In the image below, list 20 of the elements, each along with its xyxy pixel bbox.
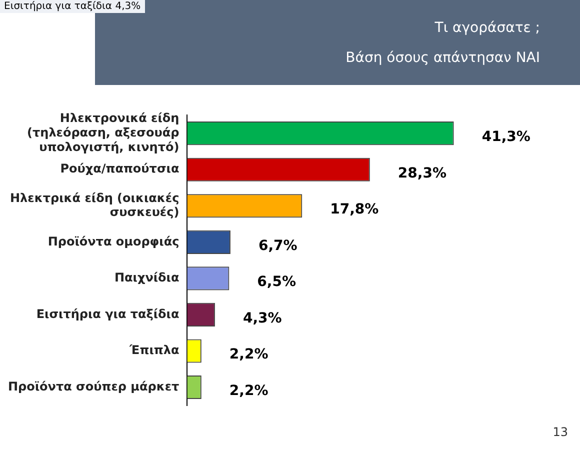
data-label: 6,5% <box>257 274 296 290</box>
data-label: 2,2% <box>229 346 268 363</box>
y-tick-label: Ηλεκτρονικά είδη (τηλεόραση, αξεσουάρ υπολογιστή, κινητό) <box>27 111 180 154</box>
text: Εισιτήρια για ταξίδια 4,3% <box>0 0 145 13</box>
chart-subtitle: Βάση όσους απάντησαν ΝΑΙ <box>346 50 540 66</box>
y-tick-label: Ρούχα/παπούτσια <box>60 162 180 176</box>
y-tick-label: Ηλεκτρικά είδη (οικιακές συσκευές) <box>10 190 180 220</box>
data-label: 41,3% <box>482 128 530 145</box>
data-label: 28,3% <box>398 165 446 182</box>
data-label: 6,7% <box>258 238 298 254</box>
text: 13 <box>552 425 568 439</box>
y-tick-label: Προϊόντα ομορφιάς <box>48 234 180 248</box>
data-label: 17,8% <box>330 202 379 218</box>
y-tick-label: Εισιτήρια για ταξίδια <box>36 306 180 321</box>
text: Τι αγοράσατε ; <box>434 20 540 36</box>
data-label: 4,3% <box>242 310 282 326</box>
y-tick-label: Παιχνίδια <box>114 270 180 285</box>
data-label: 2,2% <box>229 382 268 399</box>
y-tick-label: Προϊόντα σούπερ μάρκετ <box>8 379 180 394</box>
y-tick-label: Έπιπλα <box>128 343 180 358</box>
